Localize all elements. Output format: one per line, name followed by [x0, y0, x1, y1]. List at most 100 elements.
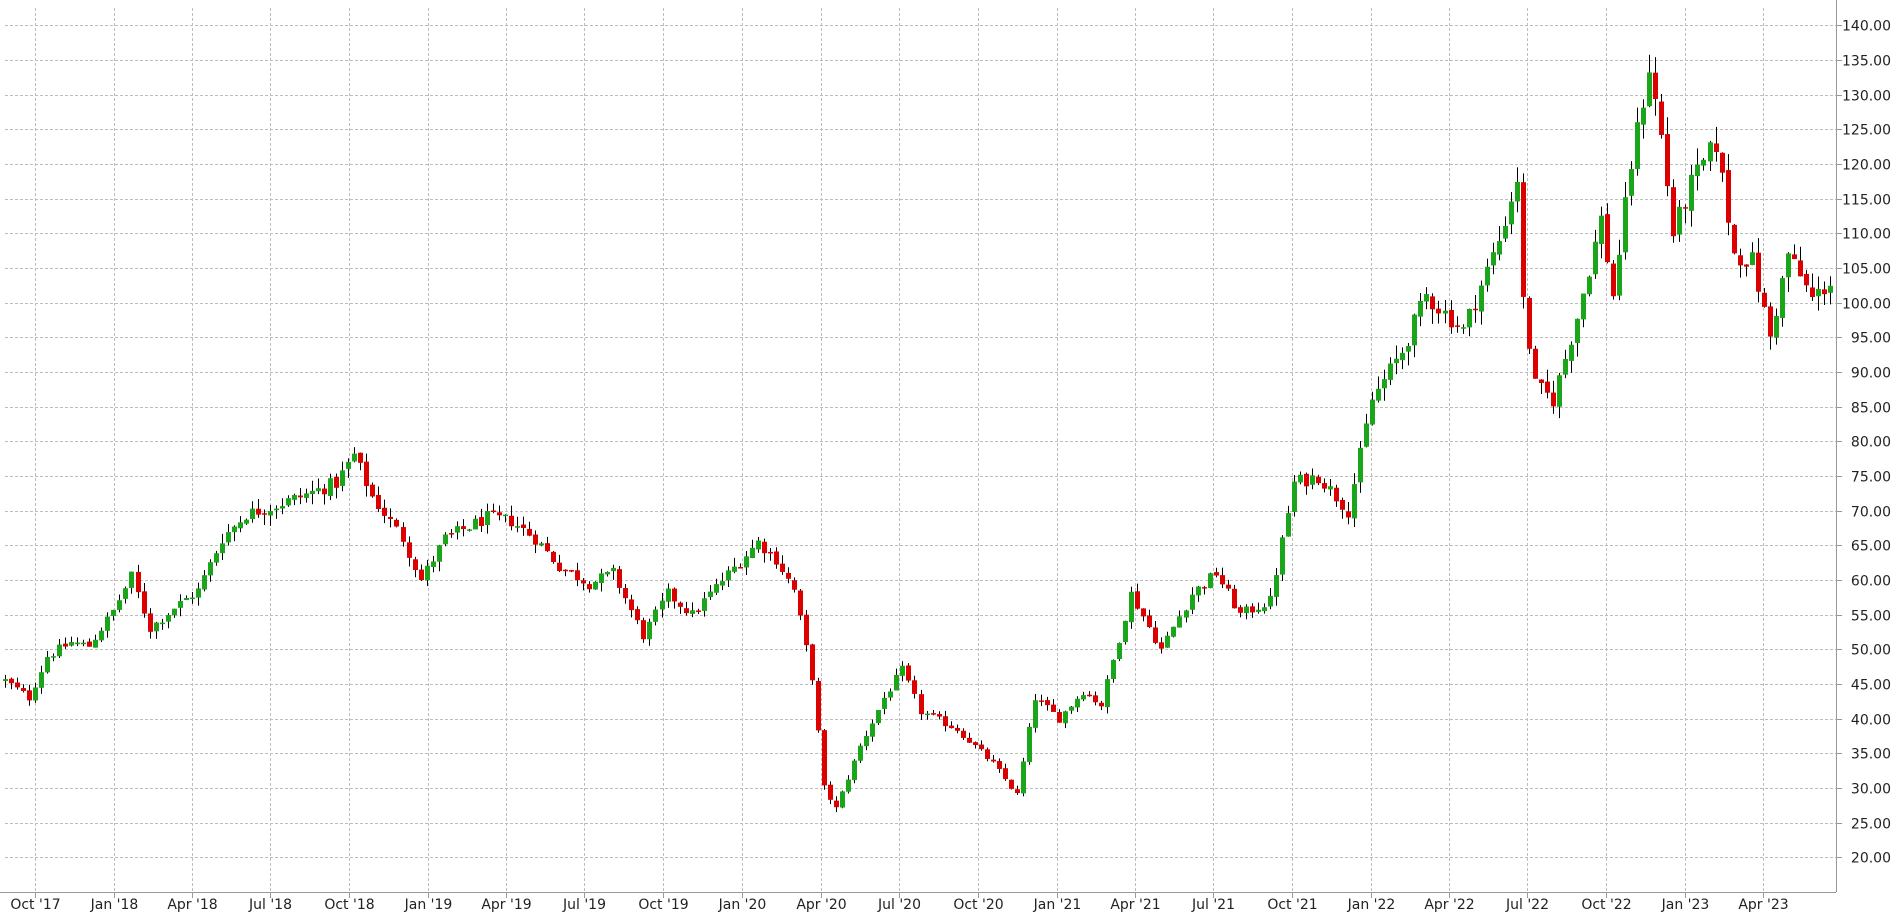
- candle: [834, 796, 839, 813]
- candle: [882, 692, 887, 715]
- candle: [1196, 585, 1201, 602]
- candle-body-down: [256, 508, 261, 515]
- y-tick-label: 70.00: [1851, 505, 1891, 521]
- candle: [1436, 300, 1441, 324]
- candle-body-down: [479, 517, 484, 527]
- candle: [262, 509, 267, 525]
- candle-body-up: [111, 609, 116, 617]
- x-tick-label: Oct '18: [324, 897, 374, 913]
- candle-body-up: [611, 567, 616, 572]
- candle-body-up: [244, 519, 249, 524]
- candle-body-up: [1629, 169, 1634, 196]
- candle: [1340, 497, 1345, 519]
- candle: [1400, 347, 1405, 370]
- candle-body-up: [1575, 318, 1580, 344]
- x-tick-label: Jan '23: [1661, 897, 1710, 913]
- candle-body-up: [286, 498, 291, 506]
- x-tick-label: Apr '21: [1110, 897, 1160, 913]
- x-tick-label: Apr '23: [1738, 897, 1788, 913]
- candle: [437, 544, 442, 572]
- y-tick-label: 105.00: [1842, 262, 1891, 278]
- candle-body-down: [828, 784, 833, 800]
- candle-body-down: [27, 690, 32, 701]
- candle-body-up: [184, 598, 189, 601]
- candle: [714, 578, 719, 596]
- candle-body-up: [1461, 327, 1466, 329]
- candle: [1280, 535, 1285, 582]
- candle: [1768, 302, 1773, 350]
- candle-body-down: [557, 562, 562, 572]
- candle-body-down: [334, 476, 339, 488]
- candle: [473, 515, 478, 530]
- candle-body-down: [1093, 695, 1098, 703]
- candle-body-down: [1232, 588, 1237, 609]
- candle-body-down: [906, 665, 911, 681]
- candle-body-down: [148, 613, 153, 632]
- candle-body-down: [63, 643, 68, 647]
- candle: [557, 554, 562, 572]
- candle-body-up: [1063, 711, 1068, 724]
- candle-body-up: [1328, 486, 1333, 490]
- candle-body-up: [1298, 474, 1303, 483]
- candle-body-up: [1081, 695, 1086, 700]
- candle-body-up: [852, 760, 857, 781]
- candle: [1683, 204, 1688, 224]
- candle: [461, 519, 466, 537]
- candle: [117, 594, 122, 613]
- candle: [1352, 473, 1357, 528]
- candle: [623, 583, 628, 604]
- candle: [629, 594, 634, 618]
- candle: [1569, 341, 1574, 373]
- candle-body-down: [1039, 700, 1044, 702]
- candle-body-down: [798, 590, 803, 616]
- candle: [491, 503, 496, 514]
- candle: [334, 473, 339, 499]
- candle: [1653, 57, 1658, 116]
- x-tick-label: Jul '21: [1191, 897, 1235, 913]
- candle: [1268, 587, 1273, 610]
- candle-body-down: [684, 608, 689, 614]
- candle-body-down: [1714, 143, 1719, 152]
- candle-body-up: [1617, 254, 1622, 296]
- candle: [1750, 242, 1755, 266]
- candle-body-up: [1424, 294, 1429, 302]
- candle-body-up: [1394, 358, 1399, 364]
- candle-body-up: [894, 674, 899, 691]
- candle-body-down: [1436, 308, 1441, 314]
- candle-body-up: [1750, 252, 1755, 266]
- candle: [1304, 472, 1309, 495]
- candle: [617, 565, 622, 594]
- candle-body-down: [1334, 487, 1339, 502]
- candle: [533, 530, 538, 554]
- candle-body-down: [1238, 607, 1243, 613]
- candle-body-down: [1539, 379, 1544, 383]
- candle: [539, 541, 544, 547]
- candle: [792, 577, 797, 593]
- candle: [286, 495, 291, 507]
- candle-body-up: [1190, 594, 1195, 610]
- candle: [1382, 369, 1387, 401]
- candle: [786, 567, 791, 584]
- candle-body-down: [1527, 297, 1532, 349]
- candle-body-down: [1455, 325, 1460, 327]
- candle: [274, 505, 279, 519]
- candle: [852, 759, 857, 784]
- candle: [346, 458, 351, 478]
- x-tick-label: Oct '22: [1581, 897, 1631, 913]
- candle: [678, 601, 683, 614]
- candle-body-down: [1430, 296, 1435, 310]
- candle: [401, 522, 406, 547]
- candle-body-up: [1208, 573, 1213, 589]
- candle: [105, 612, 110, 638]
- candle-body-up: [744, 556, 749, 568]
- candle-body-down: [1720, 152, 1725, 173]
- candle-body-up: [166, 615, 171, 622]
- candle: [1165, 631, 1170, 648]
- candle: [1587, 275, 1592, 297]
- candle: [1220, 567, 1225, 588]
- candle-body-up: [539, 543, 544, 546]
- candle: [997, 758, 1002, 773]
- candle: [1515, 167, 1520, 213]
- candle: [768, 547, 773, 561]
